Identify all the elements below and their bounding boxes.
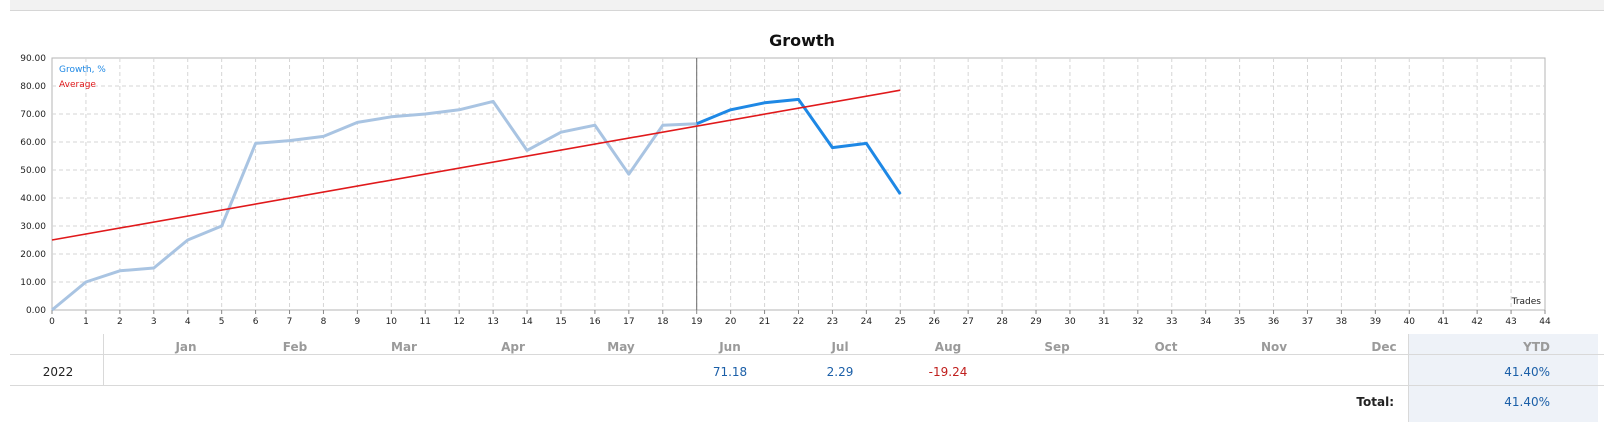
x-tick-label: 30 bbox=[1064, 317, 1076, 327]
month-header-apr: Apr bbox=[501, 340, 525, 354]
legend-entry-average: Average bbox=[59, 80, 96, 90]
x-tick-label: 29 bbox=[1030, 317, 1042, 327]
x-tick-label: 25 bbox=[895, 317, 906, 327]
x-tick-label: 10 bbox=[386, 317, 398, 327]
growth-series-line bbox=[696, 97, 902, 195]
x-tick-label: 22 bbox=[793, 317, 804, 327]
x-tick-label: 42 bbox=[1471, 317, 1482, 327]
ytd-header: YTD bbox=[1523, 340, 1550, 354]
x-tick-label: 38 bbox=[1336, 317, 1348, 327]
table-rule bbox=[103, 334, 104, 385]
x-tick-label: 26 bbox=[929, 317, 941, 327]
top-toolbar-strip bbox=[10, 0, 1604, 11]
x-tick-label: 41 bbox=[1437, 317, 1448, 327]
month-header-dec: Dec bbox=[1371, 340, 1397, 354]
row-ytd-value: 41.40% bbox=[1504, 365, 1550, 379]
y-tick-label: 20.00 bbox=[20, 250, 46, 260]
y-tick-label: 80.00 bbox=[20, 82, 46, 92]
ytd-column-bg bbox=[1408, 334, 1598, 422]
x-tick-label: 36 bbox=[1268, 317, 1280, 327]
grid-layer bbox=[51, 57, 1546, 311]
x-tick-label: 39 bbox=[1370, 317, 1382, 327]
y-tick-label: 70.00 bbox=[20, 110, 46, 120]
x-tick-label: 14 bbox=[521, 317, 533, 327]
axis-layer: 0 1 2 3 4 5 6 7 8 9 10 11 12 13 14 15 16 17 18 19 20 21 22 23 24… bbox=[20, 54, 1551, 327]
month-header-mar: Mar bbox=[391, 340, 417, 354]
x-tick-label: 44 bbox=[1539, 317, 1551, 327]
x-tick-label: 3 bbox=[151, 317, 157, 327]
month-header-jun: Jun bbox=[719, 340, 741, 354]
y-tick-label: 10.00 bbox=[20, 278, 46, 288]
month-header-aug: Aug bbox=[934, 340, 962, 354]
average-series-line bbox=[51, 89, 901, 241]
x-tick-label: 17 bbox=[623, 317, 634, 327]
growth-chart: 0 1 2 3 4 5 6 7 8 9 10 11 12 13 14 15 16 17 18 19 20 21 22 23 24… bbox=[20, 54, 1551, 327]
x-tick-label: 32 bbox=[1132, 317, 1143, 327]
x-tick-label: 33 bbox=[1166, 317, 1177, 327]
total-label: Total: bbox=[1356, 395, 1394, 409]
x-tick-label: 27 bbox=[962, 317, 973, 327]
x-tick-label: 13 bbox=[487, 317, 498, 327]
x-tick-label: 37 bbox=[1302, 317, 1313, 327]
month-header-nov: Nov bbox=[1260, 340, 1288, 354]
x-tick-label: 6 bbox=[253, 317, 259, 327]
month-header-sep: Sep bbox=[1044, 340, 1070, 354]
x-tick-label: 1 bbox=[83, 317, 89, 327]
x-tick-label: 9 bbox=[355, 317, 361, 327]
month-value-jun: 71.18 bbox=[712, 365, 748, 379]
table-header-row-bg bbox=[10, 341, 1604, 355]
y-tick-label: 60.00 bbox=[20, 138, 46, 148]
x-tick-label: 4 bbox=[185, 317, 191, 327]
table-rule bbox=[1408, 334, 1409, 422]
x-tick-label: 24 bbox=[861, 317, 873, 327]
x-tick-label: 16 bbox=[589, 317, 601, 327]
x-tick-label: 20 bbox=[725, 317, 737, 327]
y-tick-label: 90.00 bbox=[20, 54, 46, 64]
x-tick-label: 21 bbox=[759, 317, 770, 327]
x-tick-label: 0 bbox=[49, 317, 55, 327]
month-header-oct: Oct bbox=[1154, 340, 1178, 354]
x-tick-label: 15 bbox=[555, 317, 566, 327]
x-tick-label: 11 bbox=[420, 317, 431, 327]
x-tick-label: 2 bbox=[117, 317, 123, 327]
legend: Growth, % Average bbox=[59, 65, 106, 90]
x-tick-label: 34 bbox=[1200, 317, 1212, 327]
x-tick-label: 40 bbox=[1404, 317, 1416, 327]
month-header-jul: Jul bbox=[831, 340, 849, 354]
month-header-may: May bbox=[607, 340, 635, 354]
month-value-aug: -19.24 bbox=[928, 365, 968, 379]
table-rule bbox=[10, 354, 1604, 355]
y-tick-label: 0.00 bbox=[26, 306, 46, 316]
total-value: 41.40% bbox=[1504, 395, 1550, 409]
x-tick-label: 5 bbox=[219, 317, 225, 327]
x-axis-label: Trades bbox=[1511, 297, 1542, 307]
table-rule bbox=[10, 385, 1604, 386]
x-tick-label: 31 bbox=[1098, 317, 1109, 327]
month-header-jan: Jan bbox=[175, 340, 197, 354]
y-tick-label: 30.00 bbox=[20, 222, 46, 232]
y-tick-label: 50.00 bbox=[20, 166, 46, 176]
x-tick-label: 19 bbox=[691, 317, 703, 327]
x-tick-label: 35 bbox=[1234, 317, 1245, 327]
x-tick-label: 7 bbox=[287, 317, 293, 327]
chart-title: Growth bbox=[769, 31, 835, 50]
x-tick-label: 12 bbox=[453, 317, 464, 327]
x-tick-label: 18 bbox=[657, 317, 669, 327]
x-tick-label: 43 bbox=[1505, 317, 1516, 327]
legend-entry-growth: Growth, % bbox=[59, 65, 106, 75]
month-value-jul: 2.29 bbox=[826, 365, 854, 379]
x-tick-label: 28 bbox=[996, 317, 1008, 327]
x-tick-label: 8 bbox=[321, 317, 327, 327]
row-year: 2022 bbox=[42, 365, 74, 379]
growth-series-line-history bbox=[51, 99, 697, 312]
x-tick-label: 23 bbox=[827, 317, 838, 327]
y-tick-label: 40.00 bbox=[20, 194, 46, 204]
series-layer bbox=[51, 89, 902, 312]
month-header-feb: Feb bbox=[282, 340, 308, 354]
